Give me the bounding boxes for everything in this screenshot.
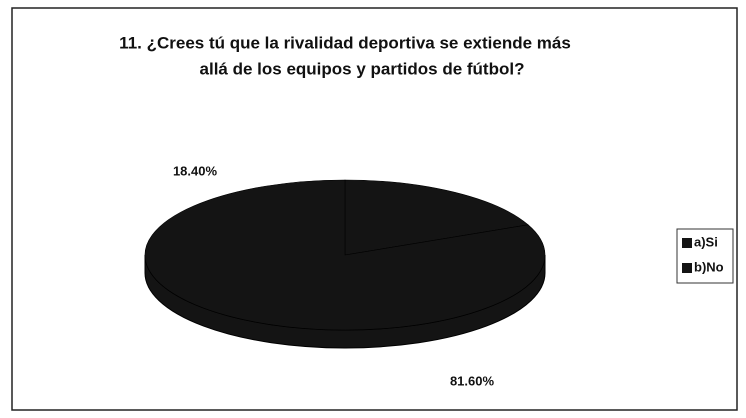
chart-title: allá de los equipos y partidos de fútbol… [200, 59, 525, 78]
legend-swatch [682, 238, 692, 248]
pie-slice [144, 179, 546, 331]
legend-label: b)No [694, 259, 724, 274]
chart-title: 11. ¿Crees tú que la rivalidad deportiva… [119, 33, 571, 52]
data-label: 18.40% [173, 163, 218, 178]
pie-slice [344, 179, 529, 256]
legend-label: a)Si [694, 234, 718, 249]
data-label: 81.60% [450, 373, 495, 388]
legend-swatch [682, 263, 692, 273]
